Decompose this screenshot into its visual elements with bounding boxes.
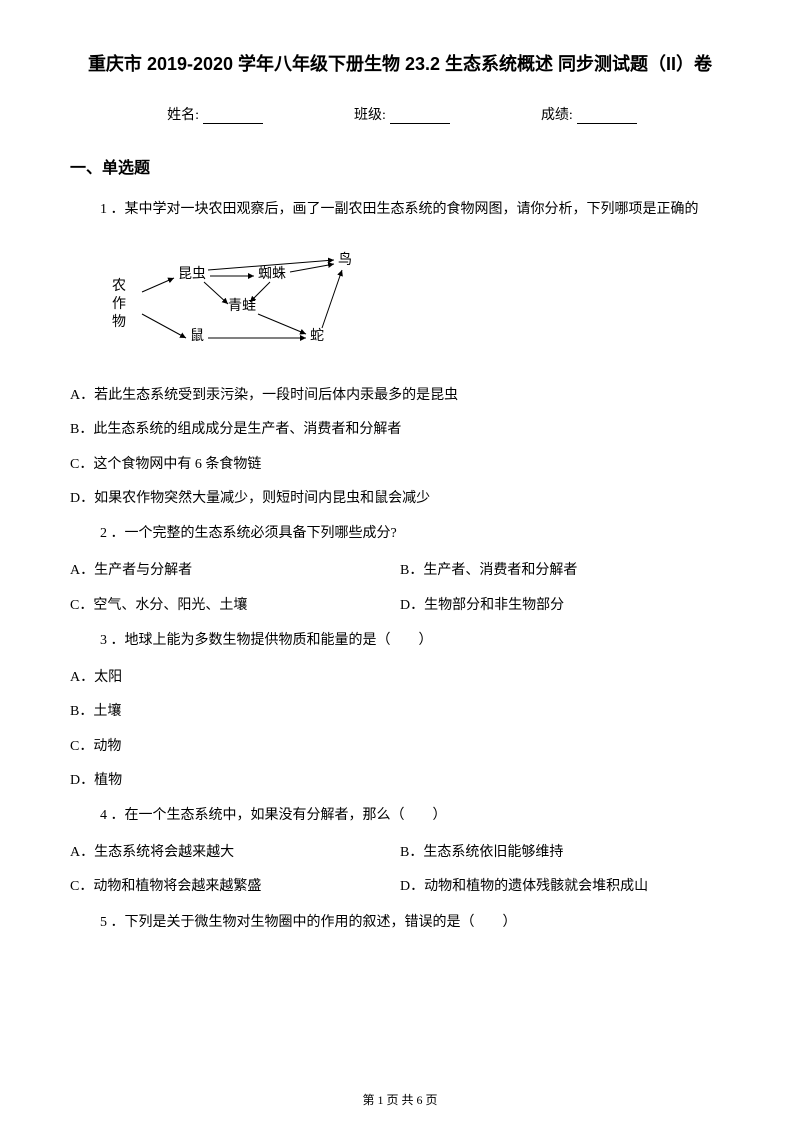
score-blank (577, 110, 637, 124)
class-label: 班级: (354, 108, 386, 123)
q2-option-a: A．生产者与分解者 (70, 560, 400, 582)
page-footer: 第 1 页 共 6 页 (0, 1091, 800, 1108)
svg-text:物: 物 (112, 314, 126, 330)
svg-text:鼠: 鼠 (190, 328, 204, 344)
svg-text:蜘蛛: 蜘蛛 (258, 266, 286, 282)
q2-option-d: D．生物部分和非生物部分 (400, 595, 730, 617)
q1-option-d: D．如果农作物突然大量减少，则短时间内昆虫和鼠会减少 (70, 488, 730, 510)
score-label: 成绩: (541, 108, 573, 123)
svg-text:昆虫: 昆虫 (178, 266, 206, 282)
q1-stem: 1 ．某中学对一块农田观察后，画了一副农田生态系统的食物网图，请你分析，下列哪项… (100, 198, 730, 222)
q3-option-c: C．动物 (70, 736, 730, 758)
class-blank (390, 110, 450, 124)
svg-text:农: 农 (112, 278, 126, 294)
q1-option-b: B．此生态系统的组成成分是生产者、消费者和分解者 (70, 419, 730, 441)
q2-option-b: B．生产者、消费者和分解者 (400, 560, 730, 582)
svg-text:蛇: 蛇 (310, 328, 324, 344)
svg-text:鸟: 鸟 (338, 252, 352, 268)
q3-option-b: B．土壤 (70, 701, 730, 723)
q1-option-c: C．这个食物网中有 6 条食物链 (70, 454, 730, 476)
svg-text:青蛙: 青蛙 (228, 298, 256, 314)
q4-option-a: A．生态系统将会越来越大 (70, 842, 400, 864)
name-blank (203, 110, 263, 124)
q3-stem: 3 ．地球上能为多数生物提供物质和能量的是（ ） (100, 629, 730, 653)
section-heading: 一、单选题 (70, 154, 730, 178)
name-label: 姓名: (167, 108, 199, 123)
q1-option-a: A．若此生态系统受到汞污染，一段时间后体内汞最多的是昆虫 (70, 385, 730, 407)
q3-option-a: A．太阳 (70, 667, 730, 689)
food-web-diagram: 农作物 昆虫 蜘蛛青蛙 鸟鼠 蛇 (100, 242, 380, 352)
q2-stem: 2 ．一个完整的生态系统必须具备下列哪些成分? (100, 522, 730, 546)
q3-option-d: D．植物 (70, 770, 730, 792)
q4-stem: 4 ．在一个生态系统中，如果没有分解者，那么（ ） (100, 804, 730, 828)
q4-option-c: C．动物和植物将会越来越繁盛 (70, 876, 400, 898)
q4-option-b: B．生态系统依旧能够维持 (400, 842, 730, 864)
q2-option-c: C．空气、水分、阳光、土壤 (70, 595, 400, 617)
svg-text:作: 作 (112, 296, 126, 312)
info-row: 姓名: 班级: 成绩: (70, 104, 730, 124)
q4-option-d: D．动物和植物的遗体残骸就会堆积成山 (400, 876, 730, 898)
q5-stem: 5 ．下列是关于微生物对生物圈中的作用的叙述，错误的是（ ） (100, 911, 730, 935)
page-title: 重庆市 2019-2020 学年八年级下册生物 23.2 生态系统概述 同步测试… (70, 50, 730, 76)
